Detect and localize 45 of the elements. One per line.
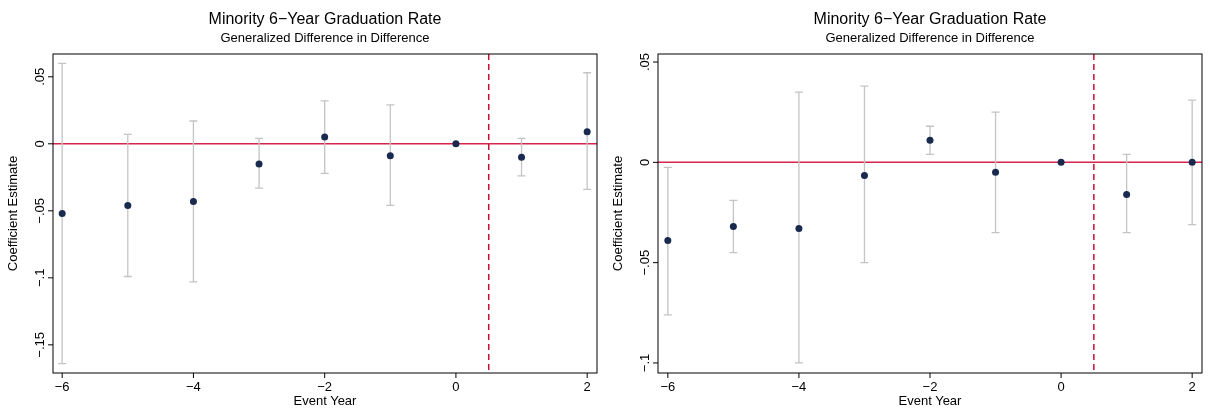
point: [518, 153, 526, 161]
point: [992, 168, 1000, 176]
point: [124, 201, 132, 209]
x-tick-label: 0: [1057, 379, 1065, 394]
x-axis-title: Event Year: [293, 393, 358, 408]
x-tick-label: −2: [922, 379, 938, 394]
y-tick-label: −.05: [32, 197, 47, 224]
x-tick-label: −6: [54, 379, 70, 394]
point: [255, 160, 263, 168]
y-axis-title: Coefficient Estimate: [610, 155, 625, 272]
point: [452, 140, 460, 148]
point: [1188, 158, 1196, 166]
y-tick-label: −.1: [637, 353, 652, 373]
point: [58, 210, 66, 217]
x-tick-label: −4: [186, 379, 201, 394]
point: [795, 225, 803, 233]
chart-subtitle: Generalized Difference in Difference: [825, 30, 1035, 45]
chart-subtitle: Generalized Difference in Difference: [220, 30, 430, 45]
x-tick-label: −4: [791, 379, 807, 394]
point: [1123, 190, 1131, 198]
chart-title: Minority 6−Year Graduation Rate: [208, 10, 442, 27]
y-tick-label: .05: [32, 67, 47, 86]
point: [189, 197, 197, 205]
chart-title: Minority 6−Year Graduation Rate: [813, 10, 1047, 27]
y-axis-title: Coefficient Estimate: [5, 155, 20, 272]
x-tick-label: 2: [1188, 379, 1196, 394]
x-axis-title: Event Year: [898, 393, 963, 408]
x-tick-label: 2: [583, 379, 591, 394]
y-tick-label: −.15: [32, 332, 47, 358]
point: [386, 152, 394, 160]
y-tick-label: −.1: [32, 268, 47, 288]
point: [860, 171, 868, 179]
point: [729, 223, 737, 231]
point: [1057, 158, 1065, 166]
y-tick-label: .05: [637, 52, 652, 72]
x-tick-label: −6: [660, 379, 676, 394]
x-tick-label: −2: [317, 379, 333, 394]
y-tick-label: 0: [32, 140, 47, 148]
point: [321, 133, 329, 141]
point: [583, 128, 591, 136]
x-tick-label: 0: [452, 379, 460, 394]
point: [664, 237, 672, 245]
y-tick-label: −.05: [637, 249, 652, 276]
y-tick-label: 0: [637, 158, 652, 166]
point: [926, 136, 934, 144]
